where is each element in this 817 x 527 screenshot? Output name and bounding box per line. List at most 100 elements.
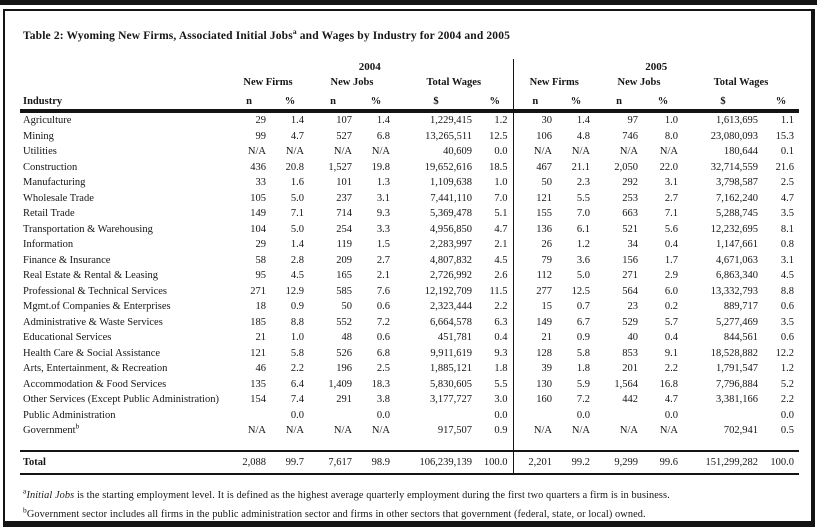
value-cell: 5.0: [576, 270, 590, 281]
value-cell: 0.4: [664, 239, 678, 250]
value-cell: 0.4: [664, 332, 678, 343]
value-cell: 8.1: [780, 223, 794, 235]
value-cell: 0.6: [780, 301, 794, 312]
footnote-a-italic: Initial Jobs: [26, 489, 75, 501]
industry-cell: Real Estate & Rental & Leasing: [23, 270, 159, 281]
col-n-header: n: [227, 90, 271, 113]
value-cell: N/A: [371, 425, 390, 436]
value-cell: 1,229,415: [430, 115, 472, 126]
value-cell: 1.7: [664, 254, 678, 266]
value-cell: 180,644: [723, 146, 758, 157]
table-row: Other Services (Except Public Administra…: [20, 392, 799, 408]
table-row: Governmentb N/A N/A N/A N/A 917,507 0.9 N/A N/A N…: [20, 421, 799, 439]
table-row: Educational Services 21 1.0 48 0.6 451,781 0.4…: [20, 330, 799, 346]
value-cell: 12.2: [775, 347, 794, 359]
value-cell: 79: [512, 252, 557, 268]
value-cell: 1.4: [376, 115, 390, 126]
value-cell: 22.0: [659, 161, 678, 173]
col-pct-header: %: [271, 90, 309, 113]
value-cell: 5.8: [576, 347, 590, 359]
value-cell: 119: [336, 239, 352, 250]
value-cell: 33: [255, 177, 267, 188]
industry-cell: Construction: [23, 161, 78, 173]
value-cell: 3.3: [376, 223, 390, 235]
value-cell: 19,652,616: [424, 161, 472, 173]
spacer-cell: [512, 438, 799, 451]
table-title-rest: and Wages by Industry for 2004 and 2005: [296, 30, 510, 42]
value-cell: 1,885,121: [430, 363, 472, 374]
value-cell: 714: [336, 208, 352, 219]
value-cell: 2.2: [780, 394, 794, 405]
value-cell: 2.2: [290, 363, 304, 374]
value-cell: 97: [627, 115, 639, 126]
value-cell: 185: [250, 316, 266, 328]
group-total-wages-2004: Total Wages: [426, 77, 482, 88]
value-cell: 18: [255, 301, 267, 312]
value-cell: 135: [250, 378, 266, 390]
value-cell: N/A: [571, 425, 590, 436]
industry-cell: Governmentb: [23, 421, 80, 436]
value-cell: 5.0: [290, 223, 304, 235]
value-cell: N/A: [285, 146, 304, 157]
value-cell: 237: [336, 192, 352, 204]
value-cell: 15.3: [775, 130, 794, 142]
value-cell: 277: [512, 283, 557, 299]
value-cell: 5.9: [576, 378, 590, 390]
value-cell: [395, 408, 477, 424]
value-cell: 21.1: [571, 161, 590, 173]
value-cell: 1,613,695: [716, 115, 758, 126]
value-cell: 1.6: [290, 177, 304, 188]
value-cell: 1.3: [376, 177, 390, 188]
document-page: Table 2: Wyoming New Firms, Associated I…: [3, 9, 815, 527]
value-cell: 585: [336, 285, 352, 297]
value-cell: 1,409: [328, 378, 352, 390]
value-cell: 2.3: [576, 177, 590, 188]
total-row: Total 2,088 99.7 7,617 98.9 106,239,139 …: [20, 449, 799, 475]
value-cell: 48: [341, 332, 353, 343]
value-cell: 4,671,063: [716, 254, 758, 266]
value-cell: 6.7: [576, 316, 590, 328]
value-cell: 2,050: [614, 161, 638, 173]
value-cell: 21: [512, 330, 557, 346]
total-value-cell: 100.0: [477, 449, 513, 475]
footnote-b-text: Government sector includes all firms in …: [26, 508, 646, 520]
col-pct-header: %: [763, 90, 799, 113]
value-cell: 2.5: [780, 177, 794, 188]
value-cell: 13,265,511: [425, 130, 472, 142]
industry-cell: Mgmt.of Companies & Enterprises: [23, 301, 171, 312]
industry-cell: Educational Services: [23, 332, 112, 343]
value-cell: 1.2: [576, 239, 590, 250]
value-cell: 2.8: [290, 254, 304, 266]
value-cell: 2.2: [494, 301, 508, 312]
value-cell: 6.4: [290, 378, 304, 390]
value-cell: 130: [512, 376, 557, 392]
value-cell: 40,609: [443, 146, 472, 157]
value-cell: 0.0: [290, 409, 304, 421]
year-2005-header: 2005: [512, 59, 799, 75]
table-row: Utilities N/A N/A N/A N/A 40,609 0.0 N/A N/A N/A N…: [20, 144, 799, 160]
value-cell: 0.5: [780, 425, 794, 436]
value-cell: 7.0: [494, 192, 508, 204]
col-dollar-header: $: [683, 90, 763, 113]
total-value-cell: 9,299: [595, 449, 643, 475]
value-cell: 271: [622, 270, 638, 281]
value-cell: 4.7: [664, 394, 678, 405]
value-cell: 8.8: [290, 316, 304, 328]
value-cell: 9,911,619: [430, 347, 472, 359]
value-cell: 0.9: [576, 332, 590, 343]
value-cell: 0.0: [376, 409, 390, 421]
value-cell: 104: [250, 223, 266, 235]
value-cell: 1,147,661: [716, 239, 758, 250]
value-cell: 271: [250, 285, 266, 297]
value-cell: 155: [512, 206, 557, 222]
value-cell: 7.2: [376, 316, 390, 328]
value-cell: 154: [250, 394, 266, 405]
value-cell: 3.5: [780, 316, 794, 328]
industry-cell: Information: [23, 239, 74, 250]
table-row: Wholesale Trade 105 5.0 237 3.1 7,441,110 7.0 1…: [20, 190, 799, 206]
total-value-cell: 100.0: [763, 449, 799, 475]
value-cell: 5.7: [664, 316, 678, 328]
value-cell: 0.2: [664, 301, 678, 312]
table-row: Finance & Insurance 58 2.8 209 2.7 4,807,832 4…: [20, 252, 799, 268]
table-row: Manufacturing 33 1.6 101 1.3 1,109,638 1.0 50 2.…: [20, 175, 799, 191]
